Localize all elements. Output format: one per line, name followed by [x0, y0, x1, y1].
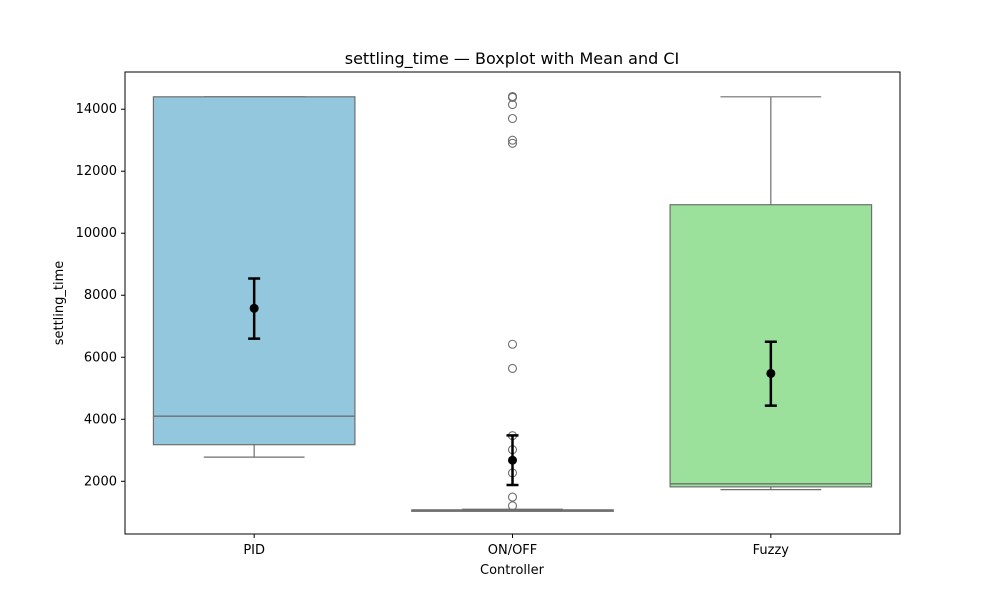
outlier-point — [507, 492, 518, 502]
x-tick-label: PID — [243, 543, 265, 558]
mean-point — [249, 303, 259, 313]
y-axis-label: settling_time — [52, 261, 67, 346]
outlier-point — [507, 135, 518, 145]
outlier-point — [507, 339, 518, 349]
outlier-point — [507, 113, 518, 124]
outlier-point — [507, 363, 518, 373]
outlier-point — [507, 91, 518, 102]
chart-title: settling_time — Boxplot with Mean and CI — [345, 49, 680, 69]
x-axis-label: Controller — [480, 563, 545, 578]
x-tick-label: ON/OFF — [488, 543, 538, 558]
y-tick-label: 10000 — [76, 226, 117, 241]
y-tick-label: 6000 — [84, 350, 117, 365]
y-tick-label: 4000 — [84, 412, 117, 427]
y-tick-label: 8000 — [84, 288, 117, 303]
outlier-point — [507, 138, 518, 148]
mean-point — [766, 368, 776, 378]
x-tick-label: Fuzzy — [753, 543, 790, 558]
y-tick-label: 2000 — [84, 474, 117, 489]
axes-frame — [124, 71, 901, 535]
box-pid — [152, 96, 356, 446]
y-tick-label: 14000 — [76, 102, 117, 117]
outlier-point — [507, 501, 518, 511]
mean-point — [508, 455, 517, 465]
y-tick-label: 12000 — [76, 164, 117, 179]
box-fuzzy — [669, 204, 873, 488]
plot-area: 2000 4000 6000 8000 10000 12000 14000 PID ON/OFF… — [76, 91, 873, 558]
